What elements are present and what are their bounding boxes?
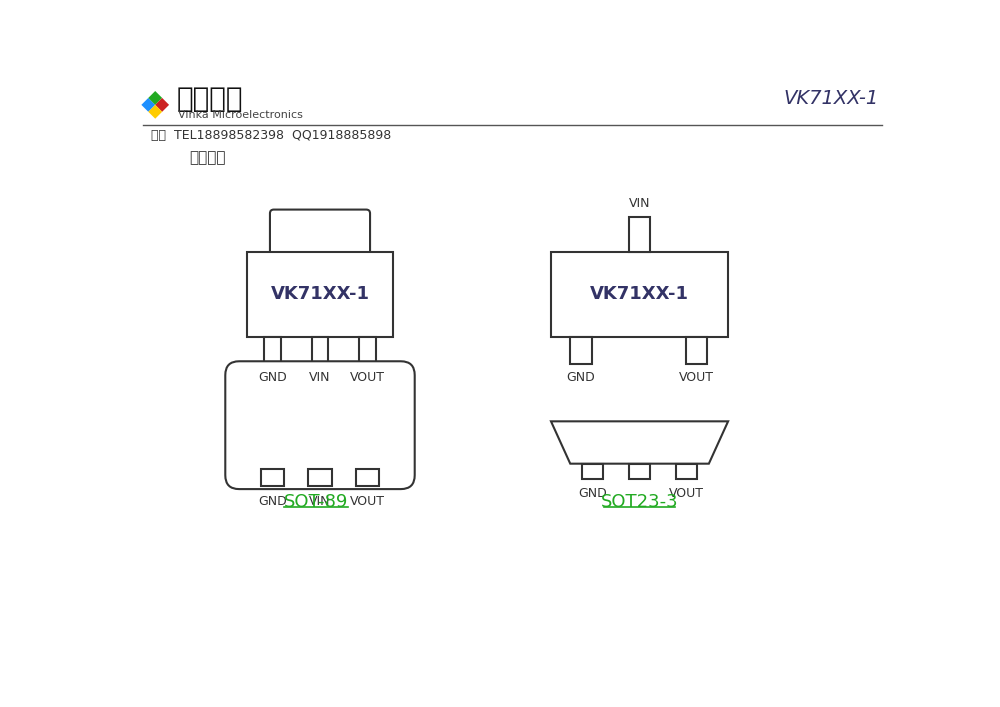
Bar [264, 337, 281, 363]
Bar [629, 217, 650, 252]
Text: VIN: VIN [629, 197, 650, 209]
Text: VOUT: VOUT [350, 495, 385, 508]
Text: Vinka Microelectronics: Vinka Microelectronics [178, 110, 303, 120]
Bar [247, 252, 393, 337]
Polygon shape [141, 98, 155, 112]
Text: GND: GND [567, 371, 595, 385]
Bar [629, 464, 650, 479]
Bar [582, 464, 603, 479]
Bar [676, 464, 697, 479]
Text: GND: GND [258, 371, 287, 385]
Polygon shape [551, 421, 728, 464]
Text: GND: GND [258, 495, 287, 508]
Text: VK71XX-1: VK71XX-1 [590, 286, 689, 303]
Text: 永嘉微电: 永嘉微电 [177, 86, 243, 113]
Text: SOT-89: SOT-89 [284, 493, 348, 511]
Text: VIN: VIN [309, 495, 331, 508]
Text: 管脚排列: 管脚排列 [189, 150, 226, 165]
Text: GND: GND [578, 487, 607, 500]
FancyBboxPatch shape [270, 209, 370, 256]
Text: SOT23-3: SOT23-3 [601, 493, 678, 511]
Polygon shape [155, 98, 169, 112]
Text: VIN: VIN [309, 371, 331, 385]
Polygon shape [148, 91, 162, 105]
Text: 许碡  TEL18898582398  QQ1918885898: 许碡 TEL18898582398 QQ1918885898 [151, 129, 391, 142]
Text: VOUT: VOUT [679, 371, 714, 385]
Polygon shape [148, 105, 162, 119]
FancyBboxPatch shape [225, 361, 415, 489]
Bar [551, 252, 728, 337]
Bar [570, 337, 592, 363]
Text: VK71XX-1: VK71XX-1 [271, 286, 370, 303]
Bar [356, 469, 379, 486]
Text: VK71XX-1: VK71XX-1 [783, 89, 878, 108]
Bar [359, 337, 376, 363]
Text: VOUT: VOUT [350, 371, 385, 385]
Bar [686, 337, 707, 363]
Bar [312, 337, 328, 363]
Bar [261, 469, 284, 486]
Bar [308, 469, 332, 486]
Text: VOUT: VOUT [669, 487, 704, 500]
